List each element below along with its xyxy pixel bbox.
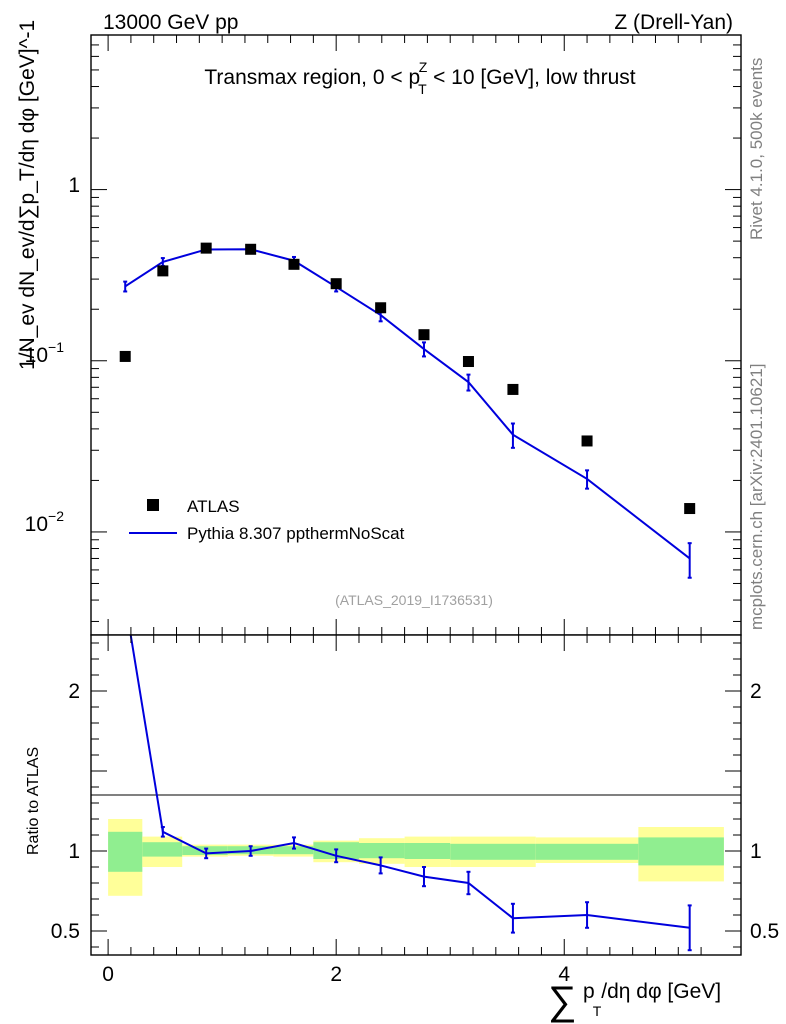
ratio-band-inner xyxy=(358,843,405,859)
atlas-point xyxy=(157,265,169,277)
main-panel-frame xyxy=(90,34,742,636)
legend-atlas-marker xyxy=(147,499,159,511)
xtick-label: 0 xyxy=(102,963,114,986)
ratio-band-inner xyxy=(450,843,536,860)
ytick-label-0.01: 10−2 xyxy=(25,508,65,536)
xlabel-text: p T/dη dφ [GeV] xyxy=(583,980,721,1019)
xtick-label: 4 xyxy=(558,963,570,986)
title-subscript: T xyxy=(418,81,427,97)
atlas-point xyxy=(119,350,131,362)
xlabel: ∑ p T/dη dφ [GeV] xyxy=(548,979,721,1023)
ratio-ytick-label-left: 2 xyxy=(68,680,80,703)
ratio-ytick-label-right: 0.5 xyxy=(750,920,779,943)
ratio-panel: 0.5 0.5 1 1 2 2 0 2 4 Ratio to ATLAS ∑ p T/dη dφ … xyxy=(25,634,779,1023)
title-text-pre: Transmax region, 0 < p xyxy=(204,66,420,89)
xlabel-sum-symbol: ∑ xyxy=(548,979,577,1023)
xlabel-subscript: T xyxy=(593,1003,602,1019)
atlas-point xyxy=(507,383,519,395)
mcplots-reference-label: mcplots.cern.ch [arXiv:2401.10621] xyxy=(747,364,766,630)
main-panel-title: Transmax region, 0 < pTZ < 10 [GeV], low… xyxy=(204,59,635,97)
atlas-point xyxy=(462,356,474,368)
xtick-label: 2 xyxy=(330,963,342,986)
ratio-ytick-label-right: 1 xyxy=(750,840,762,863)
pythia-line xyxy=(124,248,691,560)
ratio-series-layer xyxy=(129,635,692,952)
ratio-line xyxy=(129,635,690,929)
atlas-point xyxy=(288,258,300,270)
ratio-band-inner xyxy=(535,843,639,860)
ratio-ytick-label-left: 1 xyxy=(68,840,80,863)
collision-energy-label: 13000 GeV pp xyxy=(103,11,238,34)
atlas-point xyxy=(684,503,696,515)
xlabel-rest: /dη dφ [GeV] xyxy=(601,980,721,1003)
ytick-label-1: 1 xyxy=(68,174,80,197)
atlas-point xyxy=(581,435,593,447)
atlas-point xyxy=(245,243,257,255)
ratio-band-inner xyxy=(182,846,228,855)
title-superscript: Z xyxy=(419,59,428,75)
ytick-base-0.01: 10 xyxy=(25,513,48,536)
atlas-point xyxy=(418,329,430,341)
ytick-exp-0.01: −2 xyxy=(48,508,64,524)
main-axis-ticks xyxy=(91,34,741,635)
ratio-axis-ticks: 0.5 0.5 1 1 2 2 0 2 4 xyxy=(51,635,779,986)
main-ylabel-text: 1/N_ev dN_ev/d∑p_T/dη dφ [GeV]^-1 xyxy=(16,20,39,370)
ratio-band-inner xyxy=(638,837,724,866)
ratio-band-inner xyxy=(404,843,451,859)
rivet-version-label: Rivet 4.1.0, 500k events xyxy=(747,58,766,240)
ytick-base-0.1: 10 xyxy=(25,344,48,367)
main-series-layer xyxy=(119,242,696,579)
ratio-band-inner xyxy=(108,831,143,872)
ratio-band-inner xyxy=(273,846,314,855)
ratio-uncertainty-bands xyxy=(108,819,724,896)
legend-atlas-label: ATLAS xyxy=(187,497,240,516)
ratio-clipped-group xyxy=(129,635,692,952)
ratio-ylabel-text: Ratio to ATLAS xyxy=(25,747,42,855)
title-text-post: < 10 [GeV], low thrust xyxy=(427,66,636,89)
ratio-ytick-label-right: 2 xyxy=(750,680,762,703)
process-label: Z (Drell-Yan) xyxy=(614,11,733,34)
atlas-point xyxy=(330,278,342,290)
ratio-ylabel: Ratio to ATLAS xyxy=(25,747,42,855)
analysis-reference: (ATLAS_2019_I1736531) xyxy=(335,592,493,608)
atlas-point xyxy=(375,302,387,314)
ratio-ytick-label-left: 0.5 xyxy=(51,920,80,943)
ratio-band-inner xyxy=(142,842,183,857)
main-panel: Transmax region, 0 < pTZ < 10 [GeV], low… xyxy=(16,20,742,636)
ytick-exp-0.1: −1 xyxy=(48,339,64,355)
main-ylabel: 1/N_ev dN_ev/d∑p_T/dη dφ [GeV]^-1 xyxy=(16,20,39,370)
legend-pythia-label: Pythia 8.307 ppthermNoScat xyxy=(187,524,405,543)
atlas-point xyxy=(200,242,212,254)
legend: ATLAS Pythia 8.307 ppthermNoScat xyxy=(129,497,405,543)
ratio-panel-frame xyxy=(90,634,742,956)
ytick-label-0.1: 10−1 xyxy=(25,339,65,367)
